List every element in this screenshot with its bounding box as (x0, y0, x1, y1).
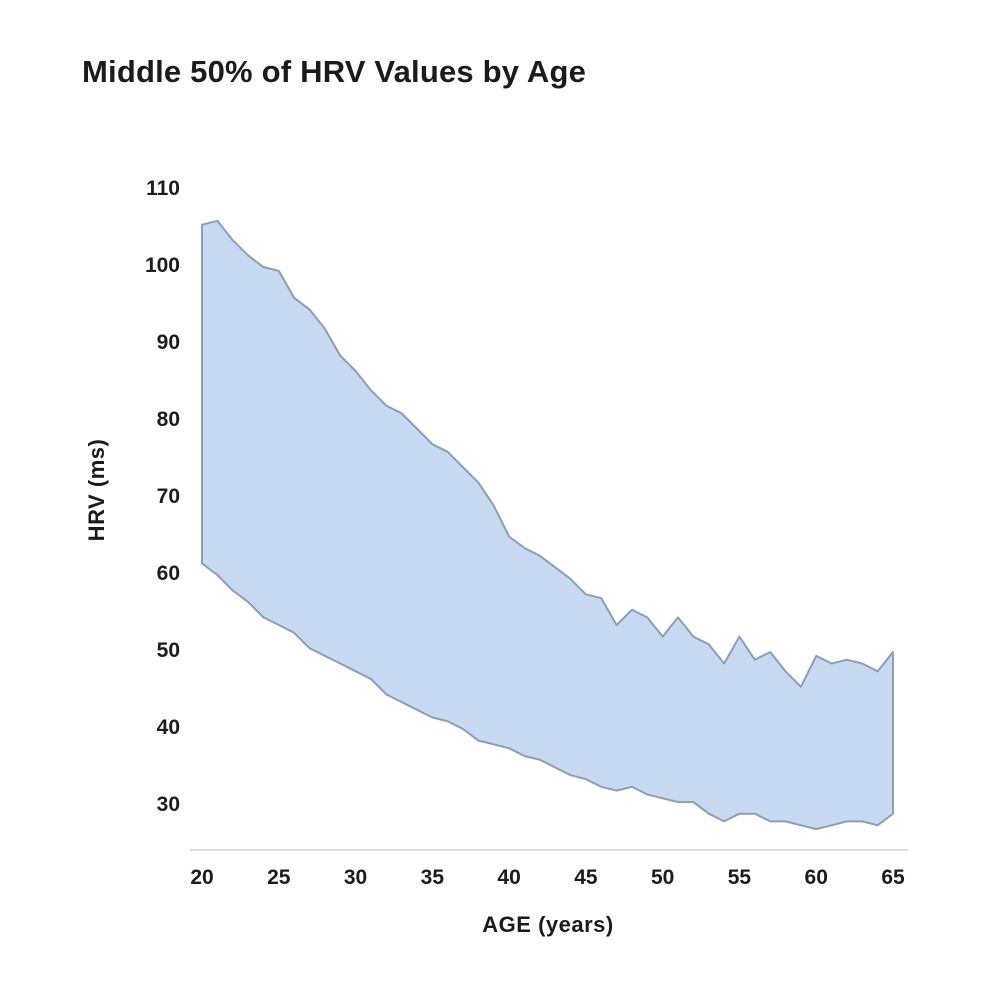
x-tick-label: 25 (267, 866, 291, 889)
x-tick-label: 20 (190, 866, 214, 889)
x-tick-label: 60 (804, 866, 828, 889)
y-tick-label: 80 (156, 408, 180, 432)
y-axis-title-main: HRV (84, 493, 109, 542)
page-title: Middle 50% of HRV Values by Age (82, 54, 587, 89)
y-tick-label: 70 (156, 485, 180, 509)
x-tick-label: 45 (574, 866, 598, 889)
x-tick-label: 40 (497, 866, 521, 889)
x-axis-title: AGE (years) (482, 912, 613, 938)
x-axis-title-unit: (years) (538, 912, 614, 937)
y-axis-title-unit: (ms) (84, 438, 109, 488)
x-axis-title-main: AGE (482, 912, 532, 937)
x-tick-label: 55 (727, 866, 752, 889)
y-tick-label: 40 (156, 716, 180, 740)
y-tick-label: 110 (146, 177, 180, 201)
x-tick-label: 65 (881, 866, 905, 889)
y-axis-title: HRV (ms) (84, 439, 110, 542)
x-tick-label: 30 (343, 866, 368, 889)
y-tick-label: 30 (156, 793, 180, 817)
y-tick-label: 100 (144, 254, 180, 278)
y-tick-label: 50 (156, 639, 180, 663)
hrv-band-area (201, 219, 894, 831)
y-tick-label: 90 (156, 331, 180, 355)
x-tick-label: 50 (650, 866, 675, 889)
y-tick-label: 60 (156, 562, 180, 586)
x-tick-label: 35 (420, 866, 445, 889)
